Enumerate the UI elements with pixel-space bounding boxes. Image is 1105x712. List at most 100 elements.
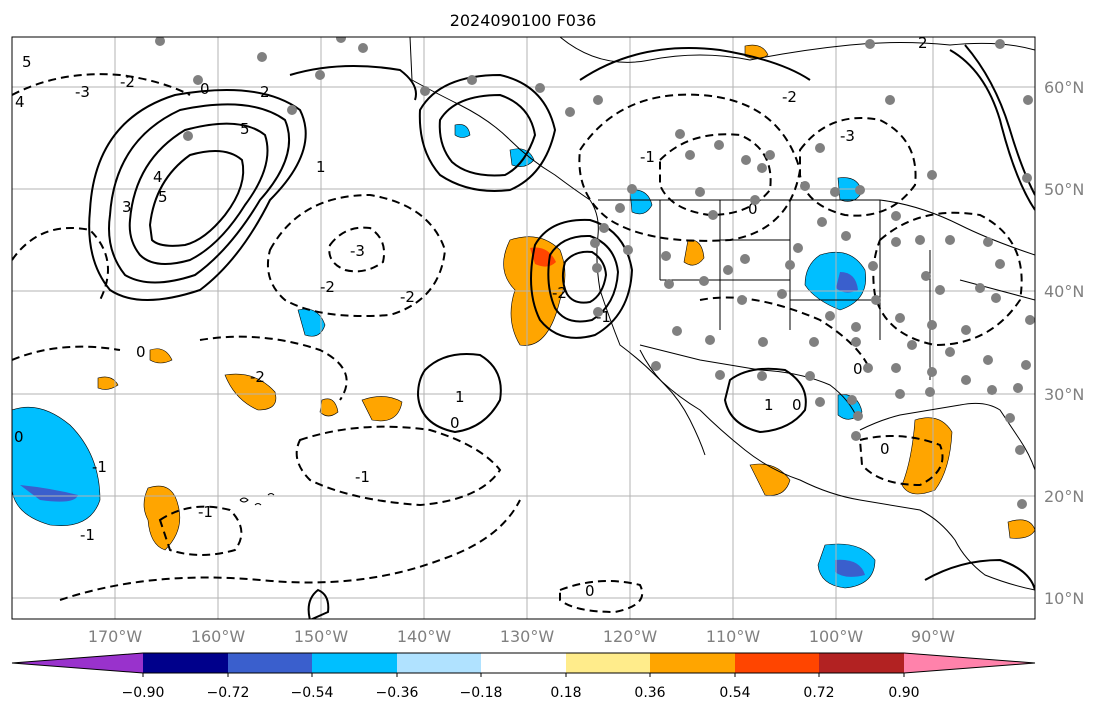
contour-label: 0	[450, 414, 460, 432]
colorbar-tick: 0.18	[550, 685, 581, 701]
lon-tick: 140°W	[397, 627, 452, 646]
coast-alaska	[409, 37, 1035, 591]
colorbar-tick: 0.36	[634, 685, 665, 701]
lon-tick: 130°W	[500, 627, 555, 646]
contour-label: 1	[316, 158, 326, 176]
map-title: 2024090100 F036	[450, 11, 597, 30]
lat-tick: 60°N	[1044, 78, 1084, 97]
contour-label: -3	[840, 127, 855, 145]
contour-label: 5	[240, 120, 250, 138]
contour-label: 5	[22, 53, 32, 71]
lat-tick: 40°N	[1044, 282, 1084, 301]
coast-arctic	[559, 37, 1035, 63]
lon-tick: 120°W	[603, 627, 658, 646]
station-markers	[155, 37, 1035, 509]
colorbar-segment	[143, 653, 228, 673]
contour-label: -2	[250, 368, 265, 386]
colorbar-tick: −0.18	[460, 685, 503, 701]
contour-labels: 5 4 -3 -2 0 2 5 4 3 5 1 -3 -2 -2 -2 -1 0…	[14, 34, 928, 600]
contour-label: -3	[350, 242, 365, 260]
contour-label: -1	[92, 458, 107, 476]
blue-anomaly-plains	[804, 251, 867, 311]
colorbar-segment	[566, 653, 650, 673]
colorbar-tick: 0.72	[803, 685, 834, 701]
contour-label: 0	[748, 200, 758, 218]
border-canada-us	[598, 199, 1035, 256]
orange-anomaly-small	[97, 376, 119, 390]
colorbar-tick: 0.90	[888, 685, 919, 701]
colorbar-segment	[819, 653, 904, 673]
orange-anomaly-mid	[224, 373, 277, 411]
contour-label: -1	[640, 148, 655, 166]
orange-anomaly-gulf	[901, 417, 953, 495]
colorbar-tick: −0.54	[291, 685, 334, 701]
contour-label: 4	[15, 93, 25, 111]
contour-label: 4	[153, 168, 163, 186]
contour-label: 0	[200, 80, 210, 98]
contours-negative	[12, 73, 1023, 614]
colorbar-segment	[397, 653, 481, 673]
contour-label: 3	[122, 198, 132, 216]
coast-gulf	[859, 402, 1035, 471]
contour-label: 0	[585, 582, 595, 600]
contour-label: 1	[764, 396, 774, 414]
lon-tick: 170°W	[88, 627, 143, 646]
contour-label: 2	[260, 83, 270, 101]
blue-anomaly-small	[454, 124, 471, 138]
colorbar-tick-labels: −0.90 −0.72 −0.54 −0.36 −0.18 0.18 0.36 …	[122, 685, 920, 701]
lon-tick: 150°W	[294, 627, 349, 646]
map-panel: 5 4 -3 -2 0 2 5 4 3 5 1 -3 -2 -2 -2 -1 0…	[12, 34, 1035, 619]
colorbar-tick: 0.54	[719, 685, 750, 701]
contour-label: -3	[75, 83, 90, 101]
colorbar	[11, 652, 1036, 677]
contour-label: 0	[880, 440, 890, 458]
orange-anomaly-rockies	[683, 239, 705, 266]
purple-core-pacific-south	[835, 559, 865, 577]
lat-tick: 30°N	[1044, 385, 1084, 404]
colorbar-tick: −0.36	[376, 685, 419, 701]
orange-anomaly-mid2	[361, 396, 403, 422]
orange-anomaly-small3	[319, 398, 339, 417]
contour-label: -1	[355, 468, 370, 486]
contour-label: 0	[792, 396, 802, 414]
contour-label: 5	[158, 188, 168, 206]
contour-label: -2	[120, 73, 135, 91]
contour-label: -1	[198, 503, 213, 521]
colorbar-segment	[228, 653, 312, 673]
coast-baja	[639, 349, 706, 456]
lon-tick: 100°W	[809, 627, 864, 646]
colorbar-tick: −0.90	[122, 685, 165, 701]
coastlines	[239, 37, 1035, 591]
contour-label: 0	[853, 360, 863, 378]
contours-positive	[88, 44, 1035, 619]
lat-tick: 50°N	[1044, 180, 1084, 199]
lon-tick: 110°W	[706, 627, 761, 646]
blue-anomaly-montana	[629, 189, 653, 215]
colorbar-segment	[312, 653, 397, 673]
contour-label: 1	[455, 388, 465, 406]
colorbar-extend-high	[904, 653, 1035, 673]
purple-core-west	[20, 485, 78, 502]
lat-tick: 20°N	[1044, 487, 1084, 506]
contour-label: 0	[14, 428, 24, 446]
map-frame	[11, 36, 1036, 620]
contour-label: 2	[918, 34, 928, 52]
lat-tick: 10°N	[1044, 589, 1084, 608]
orange-anomaly-small2	[149, 348, 173, 364]
lon-tick: 160°W	[191, 627, 246, 646]
purple-core-plains	[836, 272, 858, 293]
colorbar-extend-low	[12, 653, 143, 673]
colorbar-segment	[481, 653, 566, 673]
contour-label: -2	[782, 88, 797, 106]
contour-label: 0	[136, 343, 146, 361]
contour-label: -2	[552, 284, 567, 302]
latitude-labels: 60°N 50°N 40°N 30°N 20°N 10°N	[1044, 78, 1084, 608]
longitude-labels: 170°W 160°W 150°W 140°W 130°W 120°W 110°…	[88, 627, 955, 646]
colorbar-segment	[735, 653, 819, 673]
contour-label: -2	[320, 278, 335, 296]
border-us-mexico	[639, 344, 859, 421]
contour-label: -2	[400, 288, 415, 306]
islands-hawaii	[239, 493, 275, 506]
contour-label: -1	[80, 526, 95, 544]
lon-tick: 90°W	[911, 627, 955, 646]
